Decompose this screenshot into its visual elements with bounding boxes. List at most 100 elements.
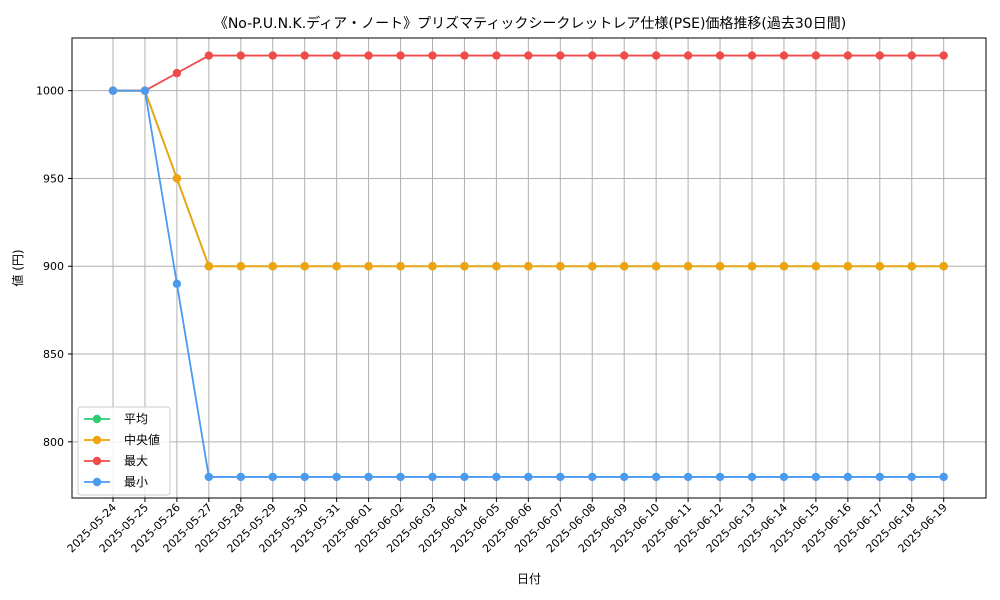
- data-point: [300, 51, 309, 60]
- series-中央値: [108, 86, 948, 271]
- y-tick-label: 900: [43, 260, 64, 273]
- data-point: [939, 51, 948, 60]
- data-point: [651, 472, 661, 482]
- data-point: [747, 472, 757, 482]
- data-point: [811, 472, 821, 482]
- data-point: [811, 262, 821, 271]
- data-point: [492, 262, 501, 271]
- axes: [68, 37, 987, 502]
- data-point: [428, 262, 437, 271]
- data-point: [460, 472, 469, 482]
- data-point: [843, 472, 853, 482]
- data-point: [556, 472, 565, 482]
- data-point: [364, 262, 373, 271]
- legend-box: [77, 406, 171, 496]
- data-point: [620, 262, 629, 271]
- y-tick-label: 1000: [36, 85, 64, 98]
- data-point: [907, 262, 916, 271]
- data-point: [492, 472, 501, 482]
- data-point: [268, 51, 277, 60]
- data-point: [396, 51, 405, 60]
- data-point: [108, 86, 118, 95]
- data-point: [683, 51, 693, 60]
- data-point: [747, 262, 757, 271]
- data-point: [460, 262, 469, 271]
- chart-title: 《No-P.U.N.K.ディア・ノート》プリズマティックシークレットレア仕様(P…: [214, 15, 846, 32]
- x-axis-label: 日付: [517, 572, 541, 586]
- data-point: [140, 86, 150, 95]
- plot-frame: [71, 37, 987, 499]
- data-point: [651, 51, 661, 60]
- data-point: [236, 472, 245, 482]
- data-point: [715, 262, 725, 271]
- y-tick-label: 800: [43, 436, 64, 449]
- data-point: [843, 262, 853, 271]
- data-point: [747, 51, 757, 60]
- data-point: [332, 472, 341, 482]
- data-point: [396, 472, 405, 482]
- data-point: [428, 51, 437, 60]
- data-point: [364, 472, 373, 482]
- data-point: [683, 262, 693, 271]
- data-point: [939, 472, 948, 482]
- data-point: [907, 51, 916, 60]
- data-point: [651, 262, 661, 271]
- data-point: [556, 262, 565, 271]
- data-point: [683, 472, 693, 482]
- data-point: [907, 472, 916, 482]
- data-point: [300, 262, 309, 271]
- legend-marker: [92, 456, 102, 466]
- data-point: [364, 51, 373, 60]
- data-point: [332, 262, 341, 271]
- legend-label: 最小: [124, 475, 148, 489]
- data-point: [524, 262, 533, 271]
- data-point: [460, 51, 469, 60]
- data-point: [492, 51, 501, 60]
- y-axis-label: 値 (円): [10, 249, 25, 286]
- series-group: [108, 51, 948, 482]
- data-point: [588, 51, 597, 60]
- data-point: [779, 51, 789, 60]
- data-point: [715, 51, 725, 60]
- legend-marker: [92, 477, 102, 487]
- data-point: [524, 51, 533, 60]
- data-point: [875, 51, 884, 60]
- data-point: [588, 472, 597, 482]
- data-point: [843, 51, 853, 60]
- data-point: [332, 51, 341, 60]
- data-point: [875, 262, 884, 271]
- data-point: [875, 472, 884, 482]
- data-point: [588, 262, 597, 271]
- data-point: [524, 472, 533, 482]
- data-point: [939, 262, 948, 271]
- data-point: [172, 68, 182, 78]
- data-point: [779, 472, 789, 482]
- data-point: [428, 472, 437, 482]
- legend-label: 平均: [124, 412, 148, 426]
- legend-marker: [92, 414, 102, 424]
- data-point: [396, 262, 405, 271]
- data-point: [300, 472, 309, 482]
- data-point: [204, 51, 214, 60]
- data-point: [715, 472, 725, 482]
- data-point: [556, 51, 565, 60]
- data-point: [779, 262, 789, 271]
- data-point: [268, 262, 277, 271]
- series-最小: [108, 86, 948, 482]
- data-point: [620, 472, 629, 482]
- legend-label: 最大: [124, 454, 148, 468]
- data-point: [811, 51, 821, 60]
- data-point: [268, 472, 277, 482]
- data-point: [236, 51, 245, 60]
- legend-marker: [92, 435, 102, 445]
- data-point: [172, 279, 182, 289]
- data-point: [172, 174, 182, 183]
- data-point: [236, 262, 245, 271]
- data-point: [204, 262, 214, 271]
- data-point: [620, 51, 629, 60]
- legend-label: 中央値: [124, 432, 160, 447]
- y-tick-label: 950: [43, 172, 64, 185]
